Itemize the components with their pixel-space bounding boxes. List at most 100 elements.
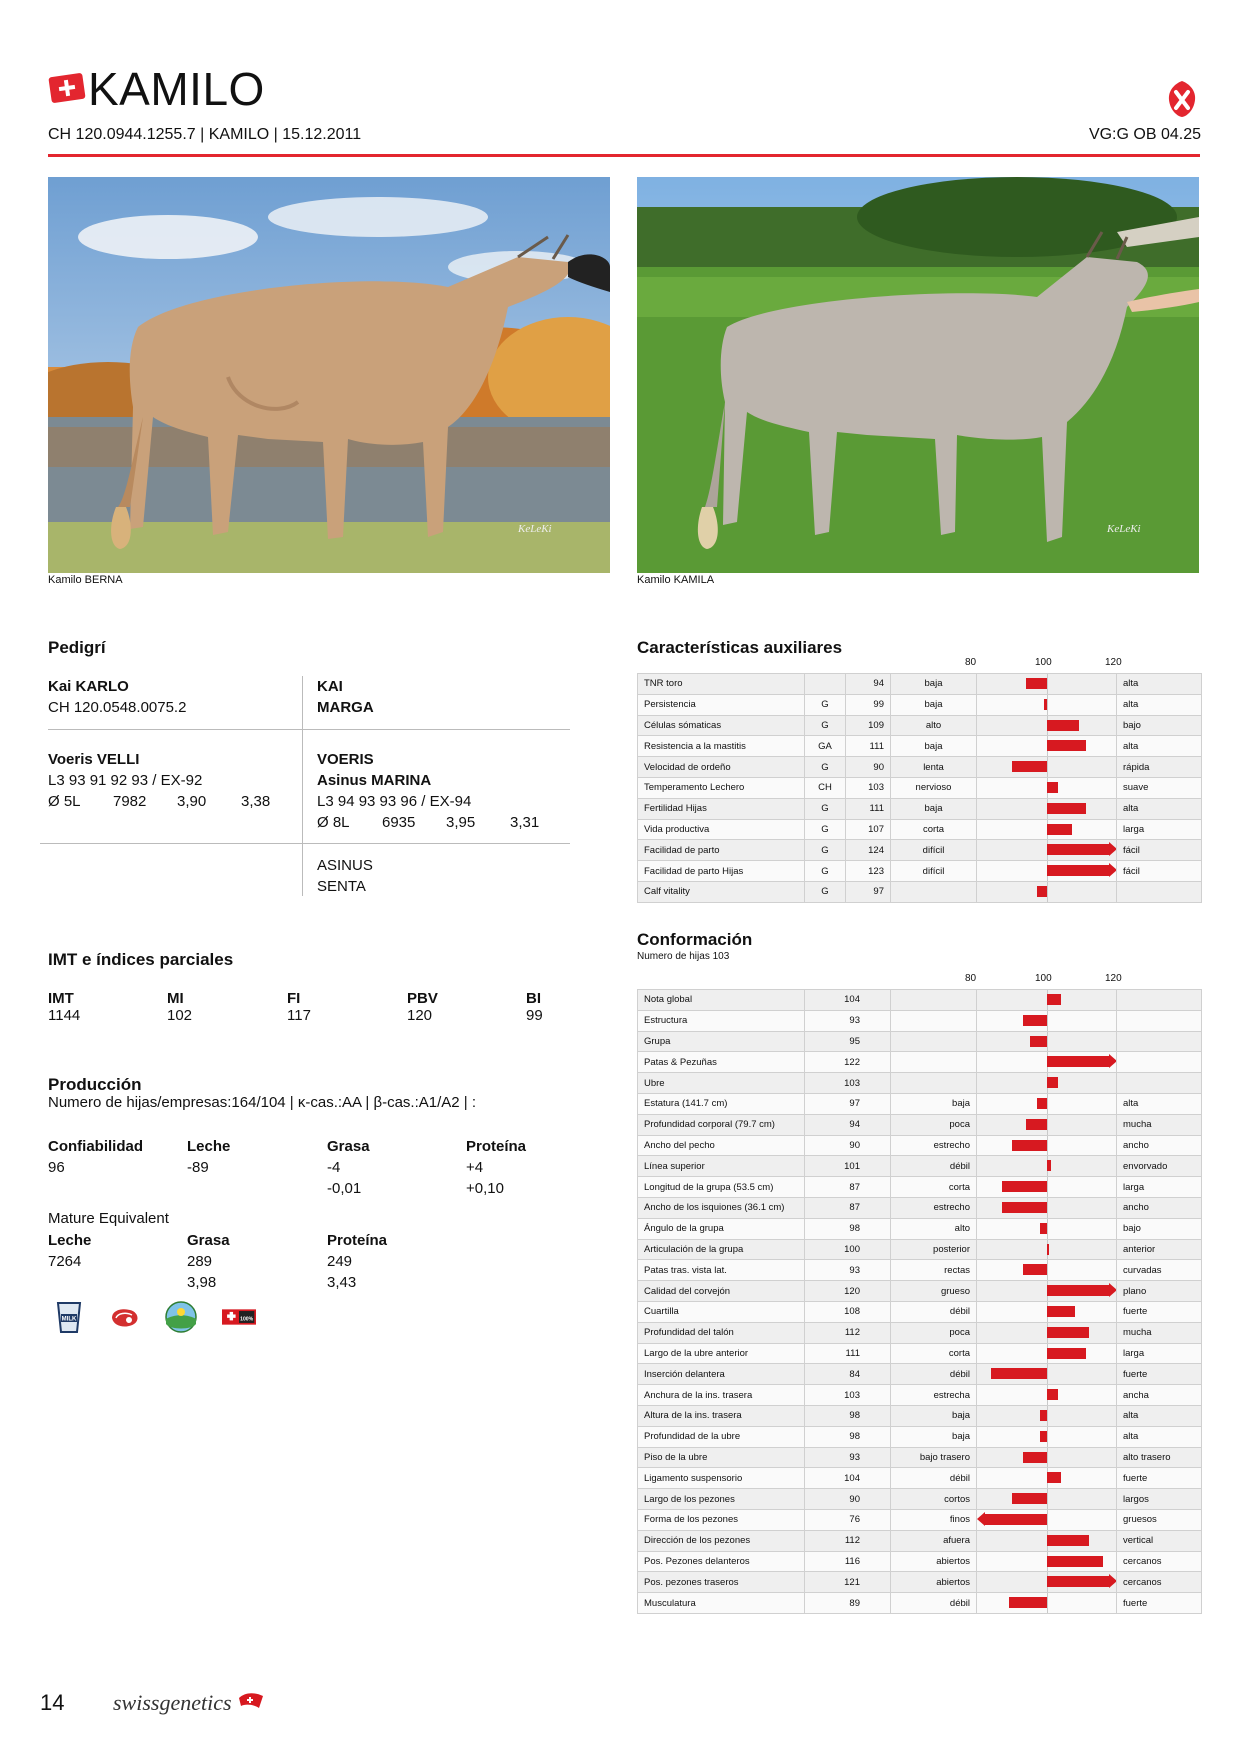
bar-cell xyxy=(976,839,1117,862)
bar-cell xyxy=(976,1009,1117,1032)
gg-line-2: SENTA xyxy=(317,878,366,895)
svg-text:MILK: MILK xyxy=(62,1317,77,1323)
trait-source: G xyxy=(804,860,846,882)
trait-name: Profundidad del talón xyxy=(637,1321,805,1344)
trait-low: cortos xyxy=(890,1488,977,1510)
trait-low: baja xyxy=(890,673,977,695)
x-logo-icon xyxy=(1168,81,1196,117)
trait-value: 98 xyxy=(804,1425,891,1448)
table-row: Forma de los pezones 76 finos gruesos xyxy=(637,1508,1202,1531)
trait-low: baja xyxy=(890,735,977,758)
trait-low: bajo trasero xyxy=(890,1446,977,1469)
watermark-1: KeLeKi xyxy=(517,523,552,535)
pbv-value: 120 xyxy=(407,1007,433,1024)
bar-mark xyxy=(1029,1035,1047,1047)
trait-source: G xyxy=(804,880,846,903)
trait-name: Longitud de la grupa (53.5 cm) xyxy=(637,1176,805,1198)
bi-item: BI 99 xyxy=(526,990,543,1024)
bar-cell xyxy=(976,1280,1117,1302)
trait-high: gruesos xyxy=(1116,1508,1202,1531)
bar-cell xyxy=(976,1467,1117,1490)
trait-high: larga xyxy=(1116,1176,1202,1198)
bar-mark xyxy=(1036,885,1047,897)
trait-value: 111 xyxy=(845,735,891,758)
trait-source: G xyxy=(804,818,846,841)
reliability-label: Confiabilidad xyxy=(48,1138,143,1155)
trait-name: Velocidad de ordeño xyxy=(637,756,805,778)
bar-cell xyxy=(976,1176,1117,1198)
trait-value: 111 xyxy=(804,1342,891,1365)
trait-low xyxy=(890,989,977,1011)
trait-name: Ligamento suspensorio xyxy=(637,1467,805,1490)
bar-cell xyxy=(976,1113,1117,1136)
bar-cell xyxy=(976,1092,1117,1115)
bar-cell xyxy=(976,1384,1117,1406)
bi-value: 99 xyxy=(526,1007,543,1024)
swiss-100-icon: 100% xyxy=(222,1309,256,1325)
trait-name: Articulación de la grupa xyxy=(637,1238,805,1261)
imt-value: 1144 xyxy=(48,1007,81,1024)
trait-value: 90 xyxy=(804,1488,891,1510)
trait-low: poca xyxy=(890,1321,977,1344)
conf-scale-80: 80 xyxy=(965,973,977,984)
table-row: Articulación de la grupa 100 posterior ante… xyxy=(637,1238,1202,1261)
trait-source xyxy=(804,673,846,695)
trait-low: débil xyxy=(890,1155,977,1178)
table-row: Profundidad corporal (79.7 cm) 94 poca much… xyxy=(637,1113,1202,1136)
trait-high: alta xyxy=(1116,1404,1202,1427)
trait-high xyxy=(1116,880,1202,903)
trait-high: mucha xyxy=(1116,1113,1202,1136)
bar-mark xyxy=(1047,1347,1086,1359)
trait-name: Inserción delantera xyxy=(637,1363,805,1386)
pedigree-sire-parents: KAI MARGA xyxy=(317,676,374,718)
bar-mark xyxy=(1047,802,1086,814)
conf-scale-120: 120 xyxy=(1105,973,1122,984)
trait-high: cercanos xyxy=(1116,1550,1202,1573)
trait-high: alta xyxy=(1116,693,1202,716)
trait-high: fuerte xyxy=(1116,1467,1202,1490)
trait-name: Temperamento Lechero xyxy=(637,776,805,799)
axis-line xyxy=(1047,1177,1048,1197)
aux-scale-120: 120 xyxy=(1105,657,1122,668)
table-row: Musculatura 89 débil fuerte xyxy=(637,1592,1202,1614)
trait-value: 90 xyxy=(804,1134,891,1157)
sire-dam: MARGA xyxy=(317,699,374,716)
trait-name: Grupa xyxy=(637,1030,805,1053)
bar-mark xyxy=(1047,1534,1089,1546)
trait-low xyxy=(890,1009,977,1032)
production-subtitle: Numero de hijas/empresas:164/104 | κ-cas… xyxy=(48,1094,477,1111)
gg-line-1: ASINUS xyxy=(317,857,373,874)
trait-value: 107 xyxy=(845,818,891,841)
trait-low: lenta xyxy=(890,756,977,778)
trait-low: afuera xyxy=(890,1529,977,1552)
trait-name: Células sómaticas xyxy=(637,714,805,737)
reliability: Confiabilidad 96 xyxy=(48,1136,143,1178)
table-row: Estructura 93 xyxy=(637,1009,1202,1032)
bar-arrow xyxy=(1109,1574,1116,1589)
trait-high: fácil xyxy=(1116,860,1202,882)
trait-name: Musculatura xyxy=(637,1592,805,1614)
bar-cell xyxy=(976,1571,1117,1594)
trait-low: estrecho xyxy=(890,1196,977,1219)
trait-source: G xyxy=(804,714,846,737)
trait-name: Calidad del corvejón xyxy=(637,1280,805,1302)
trait-high: envorvado xyxy=(1116,1155,1202,1178)
bar-cell xyxy=(976,818,1117,841)
trait-high: cercanos xyxy=(1116,1571,1202,1594)
trait-value: 108 xyxy=(804,1300,891,1323)
bar-arrow xyxy=(1109,1283,1116,1298)
bar-cell xyxy=(976,1238,1117,1261)
me-milk-label: Leche xyxy=(48,1232,92,1249)
trait-low xyxy=(890,1051,977,1074)
bar-cell xyxy=(976,1259,1117,1282)
bar-mark xyxy=(1047,1077,1058,1089)
bar-cell xyxy=(976,1508,1117,1531)
axis-line xyxy=(1047,1260,1048,1280)
trait-value: 103 xyxy=(845,776,891,799)
axis-line xyxy=(1047,1427,1048,1447)
bar-mark xyxy=(1040,1430,1047,1442)
bar-mark xyxy=(1040,1222,1047,1234)
trait-source: G xyxy=(804,839,846,862)
trait-value: 103 xyxy=(804,1072,891,1094)
dam-dam-score: L3 94 93 93 96 / EX-94 xyxy=(317,793,472,810)
